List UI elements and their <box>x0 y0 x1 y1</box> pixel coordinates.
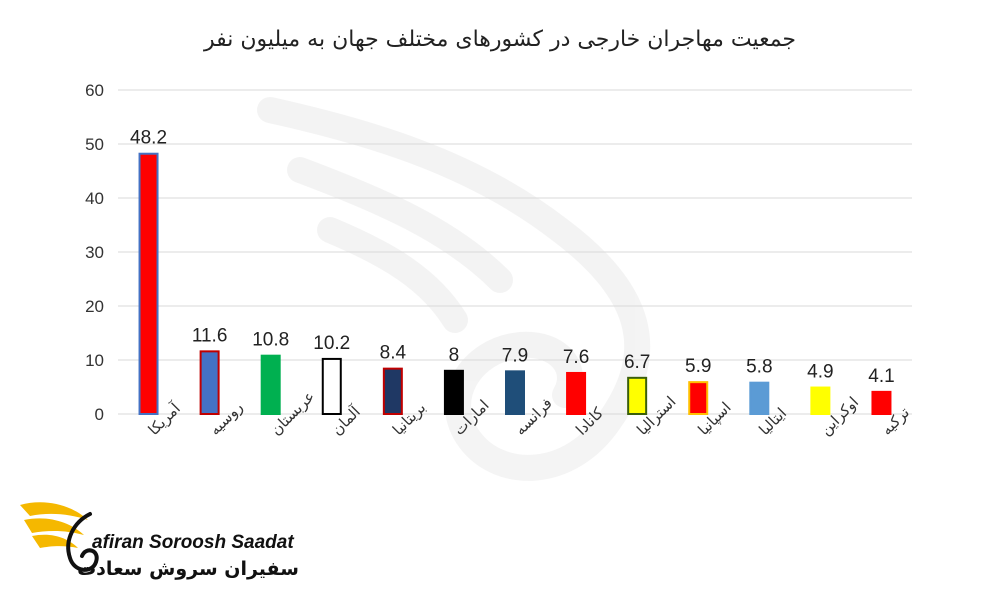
y-tick-label: 60 <box>85 81 104 100</box>
bar <box>138 152 159 415</box>
bar <box>627 376 648 416</box>
bar <box>871 390 892 415</box>
y-axis: 0 10 20 30 40 50 60 <box>85 81 104 424</box>
data-label: 6.7 <box>624 352 650 373</box>
y-tick-label: 20 <box>85 297 104 316</box>
bar <box>566 371 587 415</box>
data-label: 5.9 <box>685 356 711 377</box>
bar <box>382 367 403 416</box>
phoenix-icon <box>20 502 99 572</box>
data-label: 48.2 <box>130 128 167 149</box>
bar <box>810 386 831 416</box>
data-label: 10.8 <box>252 330 289 351</box>
watermark <box>257 97 651 481</box>
y-tick-label: 0 <box>95 405 104 424</box>
data-label: 4.9 <box>807 362 833 383</box>
data-label: 4.1 <box>868 366 894 387</box>
bar <box>443 369 464 415</box>
data-labels: 48.2 11.6 10.8 10.2 8.4 8 7.9 7.6 6.7 5.9 5.8 4.9 4.… <box>130 128 895 387</box>
bar <box>199 350 220 415</box>
grid-layer <box>118 89 912 415</box>
data-label: 8.4 <box>380 343 407 364</box>
bars <box>138 152 892 416</box>
bar <box>260 354 281 415</box>
bar <box>749 381 770 415</box>
data-label: 5.8 <box>746 357 772 378</box>
y-tick-label: 30 <box>85 243 104 262</box>
y-tick-label: 50 <box>85 135 104 154</box>
bar <box>505 370 525 415</box>
logo: afiran Soroosh Saadat سفیران سروش سعادت <box>20 502 299 580</box>
bar <box>321 357 342 416</box>
logo-name-fa: سفیران سروش سعادت <box>77 558 299 580</box>
data-label: 8 <box>449 345 460 366</box>
logo-name-en: afiran Soroosh Saadat <box>92 532 294 553</box>
data-label: 11.6 <box>192 325 228 346</box>
chart-title: جمعیت مهاجران خارجی در کشورهای مختلف جها… <box>203 27 796 52</box>
data-label: 7.6 <box>563 347 589 368</box>
x-axis: آمریکا روسیه عربستان آلمان بریتانیا امارات فرا… <box>145 387 913 439</box>
y-tick-label: 10 <box>85 351 104 370</box>
y-tick-label: 40 <box>85 189 104 208</box>
data-label: 10.2 <box>313 333 350 354</box>
bar <box>688 381 709 416</box>
data-label: 7.9 <box>502 345 528 366</box>
